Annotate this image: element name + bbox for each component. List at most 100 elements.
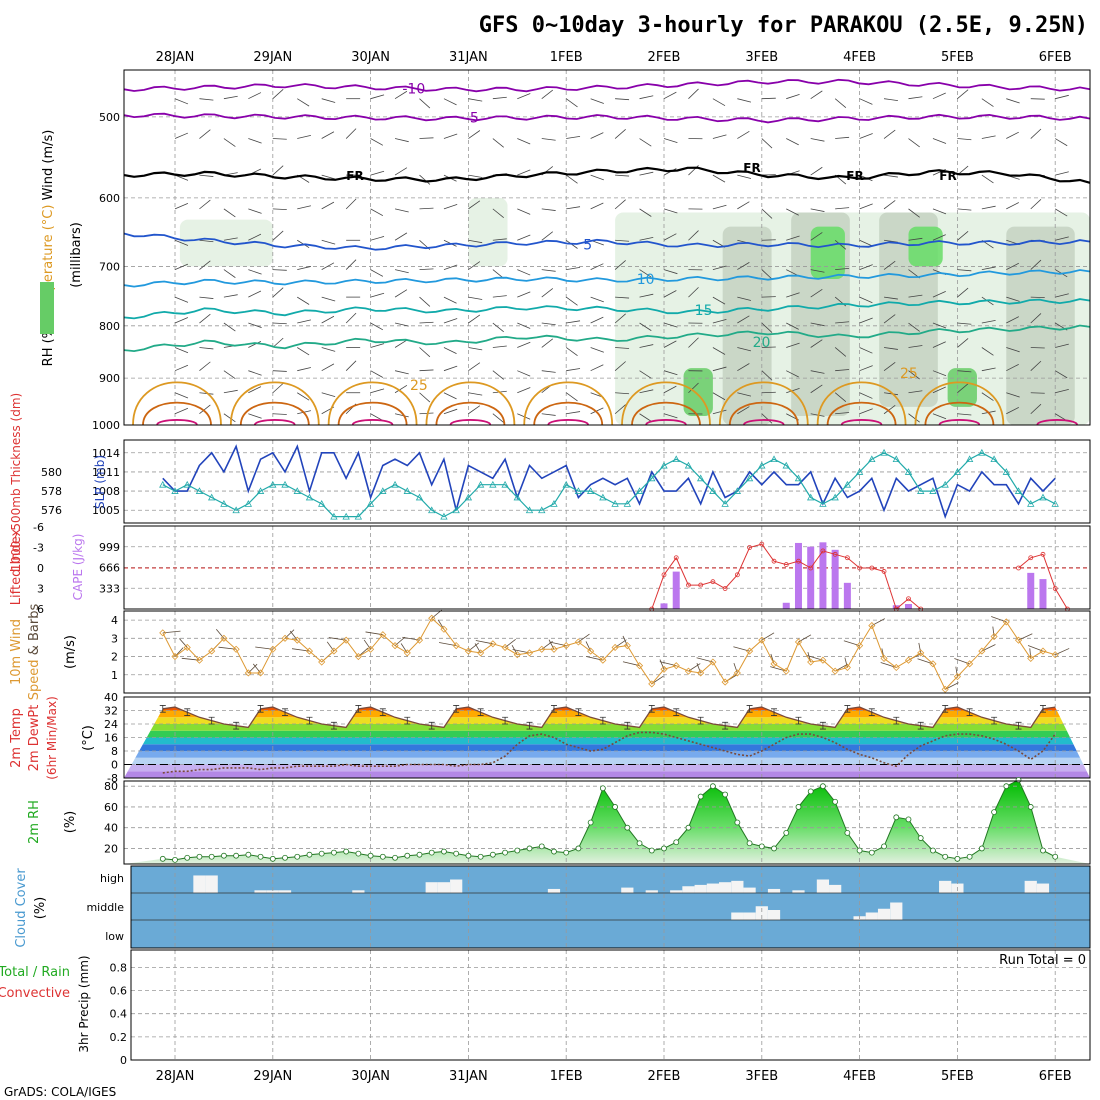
thickness-marker — [501, 480, 509, 488]
rh-marker — [1040, 847, 1046, 854]
li-marker — [906, 596, 911, 602]
rh-tick: 40 — [104, 822, 118, 835]
li-marker — [869, 565, 875, 571]
cloud-bar — [743, 887, 756, 893]
wind-barb — [663, 91, 677, 100]
temp-minmax-bar — [184, 708, 191, 716]
thickness-marker — [342, 512, 350, 520]
surface-isotherm-loop — [425, 381, 516, 426]
wind-barb — [517, 234, 531, 241]
thickness-marker — [660, 461, 668, 469]
cloud-layer-label: middle — [86, 901, 124, 914]
wind-barb — [1030, 360, 1042, 371]
bottom-date-label: 3FEB — [745, 1069, 778, 1084]
wind-barb — [517, 291, 531, 298]
wind-barb — [370, 236, 385, 241]
wind-barb — [908, 208, 920, 218]
rh-marker — [502, 849, 508, 856]
wind-barb — [199, 174, 214, 177]
wind-tick: 2 — [111, 651, 118, 664]
wind-barb — [394, 232, 408, 241]
thickness-marker — [281, 480, 289, 488]
wind-barb — [981, 392, 994, 401]
slp-tick: 1014 — [92, 447, 120, 460]
wind-barb — [810, 288, 823, 298]
temp-minmax-bar — [575, 708, 582, 716]
wind-barb — [199, 239, 214, 243]
wind-barb — [345, 128, 357, 139]
wind-barb — [394, 208, 409, 213]
li-marker — [808, 565, 814, 571]
wind-barb — [737, 406, 750, 415]
pressure-tick: 1000 — [92, 419, 120, 432]
surface-wind-barb — [918, 642, 922, 653]
wind-barb — [248, 290, 262, 298]
thickness-marker — [758, 461, 766, 469]
wind-barb — [712, 204, 727, 210]
rh-marker — [538, 843, 545, 850]
wind-barb — [663, 385, 677, 394]
thickness-marker — [635, 487, 644, 494]
wind-barb — [712, 174, 726, 183]
rh-marker — [355, 850, 362, 857]
wind-barb — [297, 134, 311, 139]
wind-barb — [883, 296, 898, 300]
wind-barb — [908, 390, 923, 394]
wind-barb — [1006, 262, 1019, 270]
rh-marker — [636, 840, 643, 847]
wind-barb — [541, 269, 556, 272]
wind-barb — [565, 296, 578, 306]
rh-marker — [489, 851, 496, 858]
wind-barb — [810, 166, 823, 176]
rh-marker — [807, 788, 814, 795]
rh-marker — [612, 804, 618, 810]
wind-speed-marker — [953, 673, 961, 681]
rh-marker — [184, 854, 191, 861]
wind-barb — [932, 413, 947, 420]
rh-marker — [881, 843, 887, 850]
wind-barb — [810, 322, 825, 327]
wind-speed-marker — [868, 622, 876, 630]
slp-tick: 1008 — [92, 485, 120, 498]
temp-minmax-bar — [208, 716, 215, 725]
precip-frame — [130, 949, 1091, 1061]
wind-barb — [834, 98, 847, 108]
wind-barb — [883, 98, 898, 102]
slp-tick: 1011 — [92, 466, 120, 479]
wind-speed-marker — [709, 658, 717, 666]
wind-speed-marker — [587, 647, 595, 655]
wind-barb — [761, 138, 773, 149]
wind-barb — [615, 296, 630, 299]
thickness-marker — [354, 512, 363, 520]
rh-marker — [551, 848, 557, 855]
wind-speed-marker — [721, 678, 729, 686]
wind-barb — [1055, 236, 1069, 241]
wind-barb — [248, 322, 262, 328]
thickness-marker — [525, 506, 534, 514]
rh-tick: 80 — [104, 780, 118, 793]
wind-barb — [345, 259, 357, 270]
wind-speed-marker — [684, 667, 693, 675]
wind-barb — [199, 347, 214, 350]
cloud-bar — [425, 882, 438, 893]
temp-ylabel-part: 2m Temp — [9, 708, 24, 768]
rh-marker — [783, 829, 790, 836]
rh-marker — [697, 793, 704, 800]
wind-barb — [663, 290, 677, 298]
wind-barb — [321, 201, 335, 210]
wind-speed-marker — [672, 662, 680, 670]
temp-minmax-bar — [526, 721, 533, 730]
wind-speed-marker — [159, 629, 167, 637]
rh-legend-swatch — [40, 282, 54, 334]
wind-barb — [443, 203, 458, 210]
wind-speed-marker — [477, 649, 485, 657]
wind-barb — [370, 370, 384, 378]
wind-ylabel-part: 10m Wind — [9, 619, 24, 685]
slp-tick: 1005 — [92, 504, 120, 517]
wind-speed-marker — [990, 632, 998, 641]
surface-isotherm-loop — [938, 419, 981, 426]
wind-barb — [639, 95, 654, 100]
surface-wind-barb — [622, 635, 628, 646]
temp-minmax-bar — [697, 716, 704, 725]
precip-tick: 0.2 — [110, 1031, 128, 1044]
